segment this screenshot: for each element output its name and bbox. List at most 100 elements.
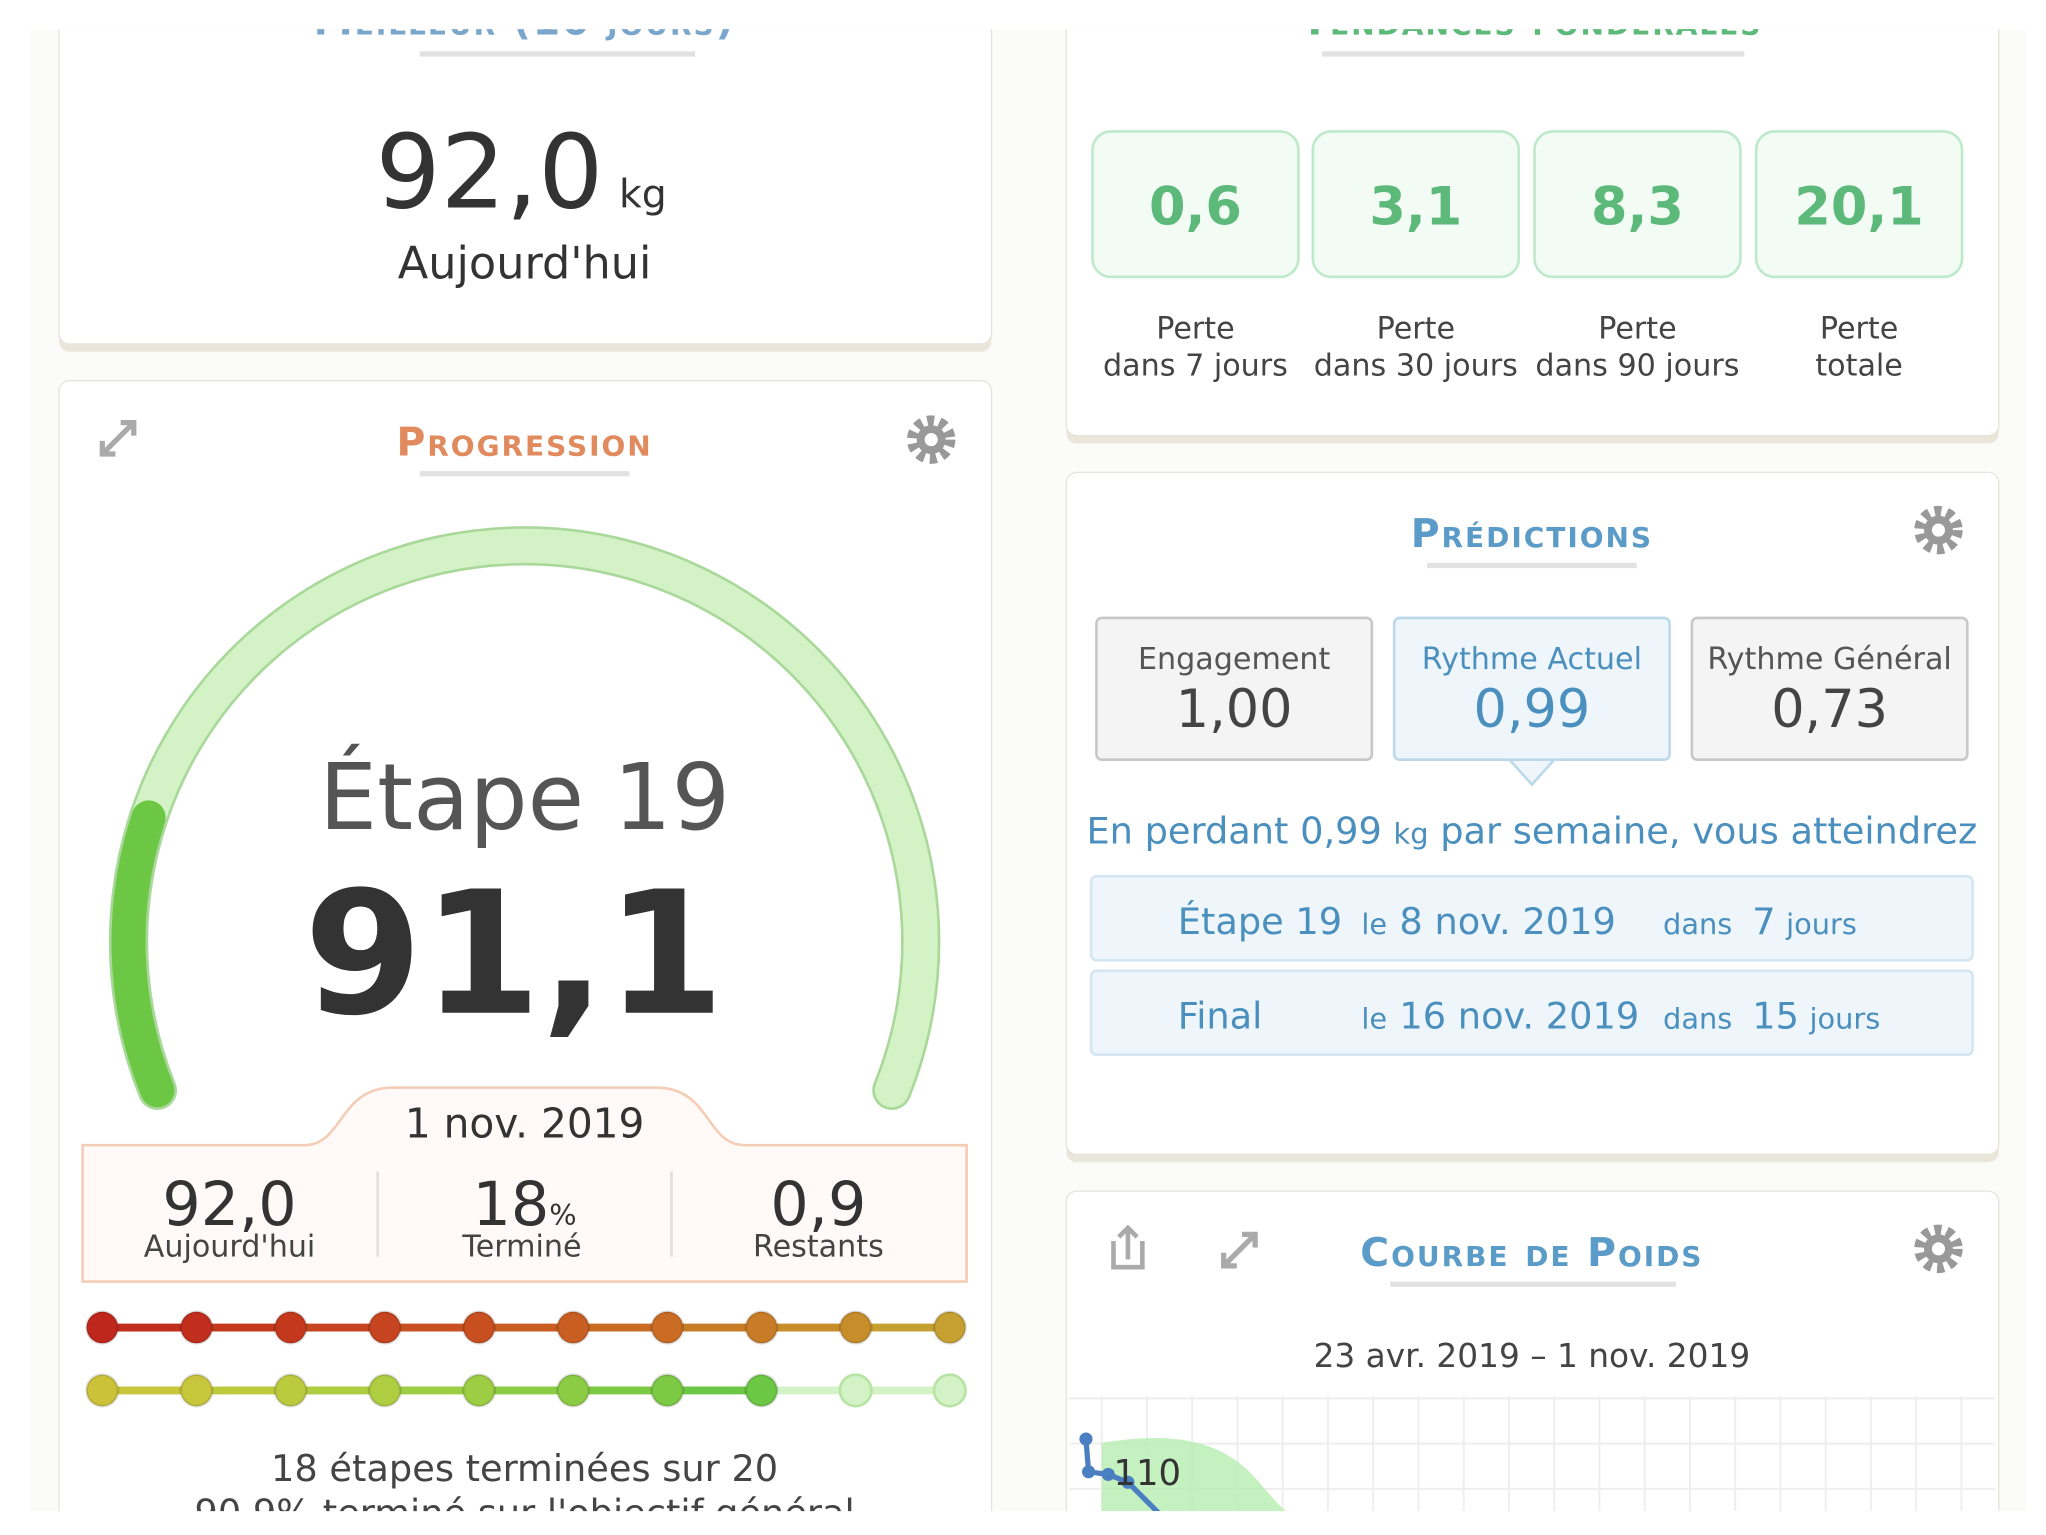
value: 92,0	[376, 113, 604, 232]
prediction-rows: Étape 19 le 8 nov. 2019 dans 7 jours Final le 16…	[1089, 875, 1974, 1057]
trend-label: Perte	[1377, 312, 1455, 347]
gauge	[108, 526, 941, 1110]
chart-preview: 110	[1068, 1395, 1995, 1512]
range-area	[1101, 1438, 1286, 1512]
trend-label: totale	[1815, 348, 1903, 383]
tab-label: Engagement	[1138, 642, 1331, 677]
trend-label: Perte	[1820, 312, 1898, 347]
gauge-progress	[111, 800, 175, 1108]
stats-box	[81, 1086, 968, 1283]
y-axis-label: 110	[1113, 1453, 1181, 1494]
stat-label: Terminé	[461, 1230, 581, 1265]
trend-value: 0,6	[1149, 177, 1242, 238]
row-date: 8 nov. 2019	[1399, 900, 1615, 943]
step-dot	[85, 1373, 120, 1408]
row-le: le	[1361, 1001, 1387, 1035]
card-title: Progression	[396, 419, 652, 465]
step-dot	[367, 1373, 402, 1408]
row-le: le	[1361, 907, 1387, 941]
days-unit: jours	[1808, 1001, 1880, 1035]
step-dot	[932, 1373, 967, 1408]
card-title: Prédictions	[1411, 511, 1653, 557]
card-title: Courbe de Poids	[1360, 1230, 1703, 1276]
tab	[1690, 616, 1969, 761]
card	[1065, 29, 2000, 437]
step-dot	[367, 1310, 402, 1345]
step-dot	[461, 1373, 497, 1408]
stage: Étape 19	[319, 743, 730, 851]
card-title: Tendances pondérales	[1301, 0, 1762, 44]
step-dot	[650, 1310, 685, 1345]
step-dot	[838, 1310, 873, 1345]
stat-label: Aujourd'hui	[144, 1230, 316, 1265]
prediction-row	[1089, 875, 1974, 962]
stat-label: Restants	[753, 1230, 884, 1265]
trend-value: 8,3	[1591, 177, 1684, 238]
sentence-part: par semaine, vous atteindrez	[1440, 810, 1977, 853]
step-dot	[838, 1373, 873, 1408]
step-dot	[556, 1373, 591, 1408]
stat-value: 0,9	[770, 1170, 866, 1240]
tab-value: 0,99	[1473, 679, 1590, 740]
expand-icon[interactable]	[99, 419, 137, 457]
step-dot	[85, 1310, 120, 1345]
trend-label: dans 90 jours	[1535, 348, 1739, 383]
content: Meilleur (10 jours) 92,0 kg Aujourd'hui …	[28, 0, 2027, 1535]
row-name: Étape 19	[1178, 899, 1342, 943]
tab-active	[1392, 616, 1671, 761]
settings-icon[interactable]	[1914, 1224, 1963, 1274]
tab-value: 0,73	[1771, 679, 1888, 740]
stat-value: 92,0	[162, 1170, 296, 1240]
step-dot	[932, 1310, 967, 1345]
card-title: Meilleur (10 jours)	[314, 0, 736, 44]
summary: 18 étapes terminées sur 20	[271, 1447, 778, 1490]
card	[58, 29, 993, 345]
step-dot	[273, 1373, 308, 1408]
tab-label: Rythme Général	[1707, 642, 1951, 677]
step-dot	[556, 1310, 591, 1345]
prediction-row	[1089, 969, 1974, 1057]
expand-icon[interactable]	[1221, 1231, 1258, 1269]
share-icon[interactable]	[1111, 1224, 1145, 1270]
date-range: 23 avr. 2019 – 1 nov. 2019	[1314, 1337, 1751, 1375]
sentence-unit: kg	[1394, 817, 1429, 851]
settings-icon[interactable]	[906, 415, 956, 464]
trend-label: Perte	[1156, 312, 1234, 347]
days-unit: jours	[1785, 907, 1857, 941]
unit: kg	[619, 171, 667, 217]
trend-value: 20,1	[1794, 177, 1923, 238]
target-weight: 91,1	[304, 856, 725, 1054]
tab-label: Rythme Actuel	[1422, 642, 1642, 677]
step-dot	[744, 1310, 779, 1345]
step-dot	[650, 1373, 685, 1408]
row-days: 15 jours	[1752, 994, 1880, 1037]
step-dot	[179, 1373, 214, 1408]
row-name: Final	[1178, 994, 1263, 1037]
trend-box	[1754, 130, 1964, 279]
tab	[1095, 616, 1374, 761]
step-dot	[273, 1310, 308, 1345]
row-date: 16 nov. 2019	[1399, 994, 1639, 1037]
tab-value: 1,00	[1176, 679, 1293, 740]
trend-label: Perte	[1598, 312, 1676, 347]
prediction-sentence: En perdant 0,99 kg par semaine, vous att…	[1086, 810, 1977, 853]
trend-box	[1091, 130, 1300, 279]
step-dot	[461, 1310, 497, 1345]
trend-value: 3,1	[1369, 177, 1462, 238]
stat-unit: %	[549, 1198, 576, 1232]
stat-value: 18%	[473, 1170, 577, 1240]
trend-box	[1311, 130, 1521, 279]
row-dans: dans	[1663, 907, 1732, 941]
step-dot	[744, 1373, 779, 1408]
step-dots	[85, 1310, 967, 1408]
weight-points	[1079, 1432, 1135, 1489]
summary: 90,9% terminé sur l'objectif général	[194, 1492, 854, 1535]
tab-pointer-cover	[1509, 754, 1555, 759]
card	[1065, 1190, 2000, 1512]
days-number: 15	[1752, 994, 1799, 1037]
stat-number: 18	[473, 1170, 550, 1240]
